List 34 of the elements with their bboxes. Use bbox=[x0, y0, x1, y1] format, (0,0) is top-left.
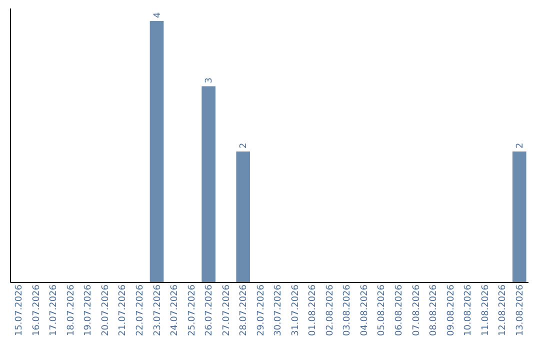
x-tick-label: 21.07.2026 bbox=[118, 284, 128, 336]
data-label: 2 bbox=[239, 142, 250, 149]
data-label: 2 bbox=[515, 142, 526, 149]
x-tick-label: 11.08.2026 bbox=[480, 284, 491, 336]
x-tick-label: 26.07.2026 bbox=[204, 284, 215, 336]
x-tick-label: 30.07.2026 bbox=[274, 284, 284, 336]
x-tick-label: 08.08.2026 bbox=[429, 284, 440, 336]
x-tick-label: 17.07.2026 bbox=[49, 284, 60, 336]
x-tick-label: 02.08.2026 bbox=[325, 284, 336, 336]
x-tick-label: 24.07.2026 bbox=[170, 284, 180, 336]
data-label: 3 bbox=[204, 78, 215, 84]
x-tick-label: 13.08.2026 bbox=[515, 284, 526, 336]
x-tick-label: 19.07.2026 bbox=[84, 284, 94, 336]
x-tick-label: 20.07.2026 bbox=[100, 284, 111, 336]
x-tick-label: 27.07.2026 bbox=[222, 284, 232, 336]
x-tick-label: 23.07.2026 bbox=[152, 284, 163, 336]
x-tick-label: 15.07.2026 bbox=[14, 284, 25, 336]
x-tick-label: 12.08.2026 bbox=[498, 284, 508, 336]
x-tick-label: 01.08.2026 bbox=[308, 284, 318, 336]
x-tick-label: 03.08.2026 bbox=[342, 284, 353, 336]
x-tick-label: 25.07.2026 bbox=[187, 284, 198, 336]
x-tick-label: 22.07.2026 bbox=[136, 284, 146, 336]
x-tick-label: 10.08.2026 bbox=[464, 284, 474, 336]
x-tick-label: 09.08.2026 bbox=[446, 284, 456, 336]
x-tick-label: 16.07.2026 bbox=[32, 284, 42, 336]
x-tick-label: 28.07.2026 bbox=[239, 284, 250, 336]
x-tick-label: 29.07.2026 bbox=[256, 284, 266, 336]
x-tick-label: 18.07.2026 bbox=[66, 284, 76, 336]
data-label: 4 bbox=[152, 12, 163, 18]
x-tick-label: 05.08.2026 bbox=[377, 284, 388, 336]
x-tick-label: 31.07.2026 bbox=[290, 284, 301, 336]
x-tick-label: 07.08.2026 bbox=[412, 284, 422, 336]
x-tick-label: 04.08.2026 bbox=[360, 284, 370, 336]
x-tick-label: 06.08.2026 bbox=[394, 284, 404, 336]
